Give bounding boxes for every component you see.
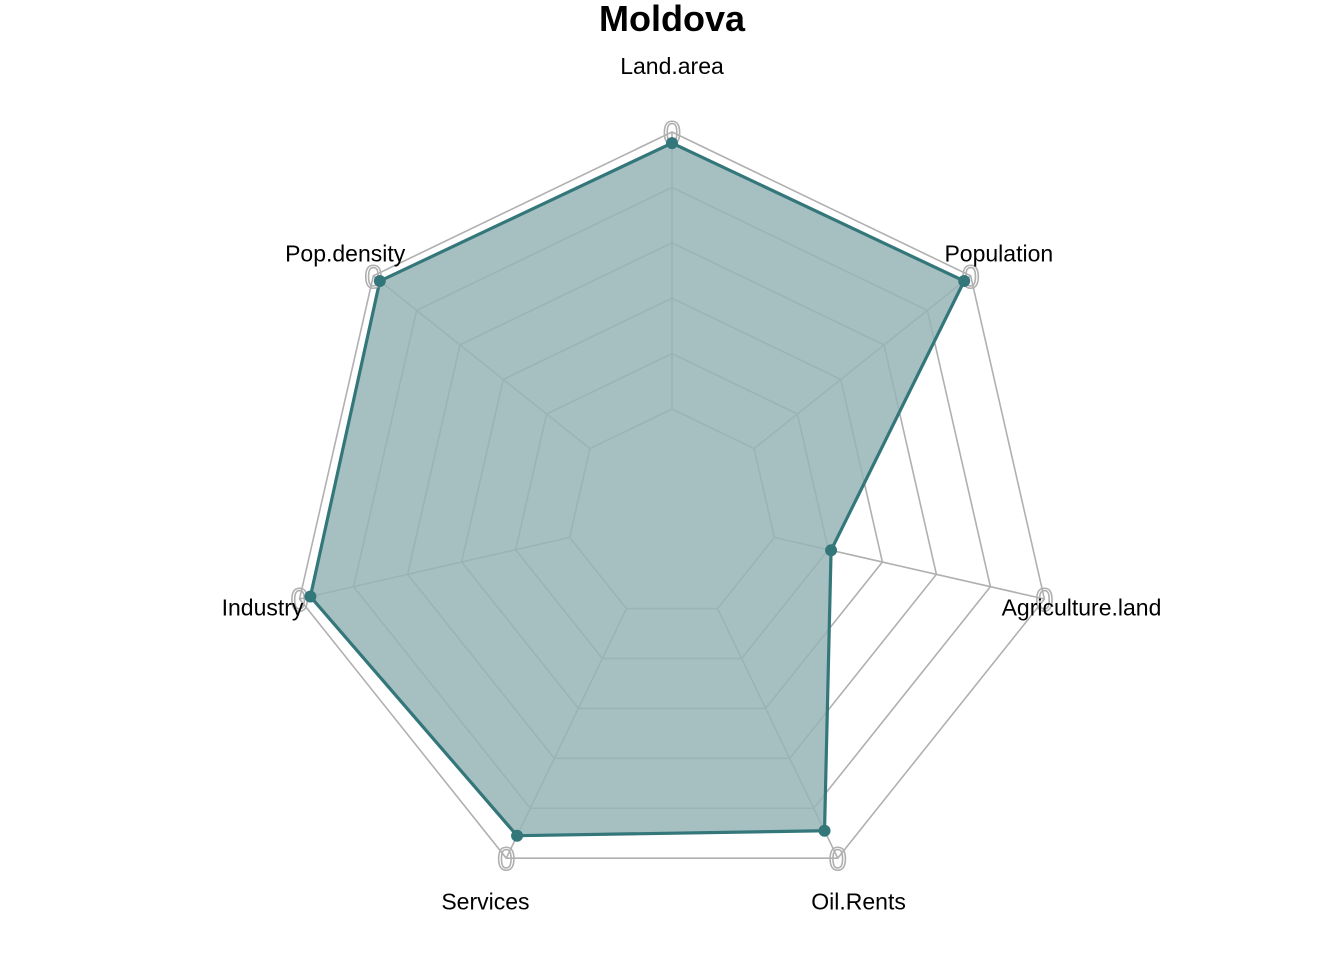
- axis-label-agriculture-land: Agriculture.land: [1002, 594, 1162, 620]
- axis-label-industry: Industry: [222, 594, 304, 620]
- data-point-agriculture-land: [825, 544, 838, 557]
- axis-label-services: Services: [441, 888, 529, 914]
- axis-label-land-area: Land.area: [620, 53, 724, 79]
- series-area-0: [308, 141, 966, 838]
- axis-label-population: Population: [944, 240, 1053, 266]
- grid-ring-5: [298, 131, 1046, 859]
- series-layer: [308, 141, 966, 838]
- axis-cap-agriculture-land: 0: [1036, 582, 1054, 618]
- data-point-oil-rents: [818, 824, 831, 837]
- data-point-services: [511, 829, 524, 842]
- axis-labels-layer: Land.area Population Agriculture.land Oil.R…: [222, 53, 1162, 914]
- axis-cap-oil-rents: 0: [829, 841, 847, 877]
- data-point-industry: [304, 590, 317, 603]
- data-point-pop-density: [373, 275, 386, 288]
- axis-label-oil-rents: Oil.Rents: [811, 888, 906, 914]
- data-point-population: [958, 275, 971, 288]
- axis-cap-services: 0: [497, 841, 515, 877]
- axis-label-pop-density: Pop.density: [285, 240, 406, 266]
- chart-title: Moldova: [599, 0, 746, 39]
- axis-cap-industry: 0: [291, 582, 309, 618]
- data-point-land-area: [666, 137, 678, 150]
- points-layer: [304, 137, 971, 842]
